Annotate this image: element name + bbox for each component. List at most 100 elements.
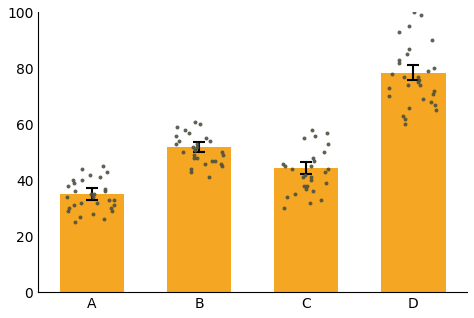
Point (324, 142, 332, 147)
Point (69, 178, 77, 183)
Point (430, 88, 438, 93)
Point (395, 58, 403, 63)
Point (428, 38, 436, 43)
Point (323, 130, 331, 135)
Bar (274, 168, 338, 292)
Point (283, 195, 291, 200)
Point (202, 136, 210, 141)
Point (71, 220, 79, 225)
Point (282, 164, 289, 169)
Point (301, 172, 309, 177)
Point (303, 183, 310, 189)
Point (430, 66, 438, 71)
Point (109, 209, 116, 214)
Point (301, 183, 308, 189)
Point (64, 195, 71, 200)
Point (395, 30, 403, 35)
Point (65, 206, 73, 211)
Point (311, 133, 319, 138)
Point (427, 100, 435, 105)
Point (310, 158, 318, 163)
Point (400, 114, 407, 119)
Point (410, 10, 418, 15)
Point (417, 13, 425, 18)
Point (288, 167, 296, 172)
Point (189, 144, 197, 149)
Point (191, 119, 199, 124)
Point (182, 128, 189, 133)
Point (101, 189, 109, 194)
Point (385, 94, 393, 99)
Point (110, 203, 118, 208)
Point (280, 161, 287, 166)
Point (414, 80, 422, 85)
Point (79, 178, 86, 183)
Point (308, 178, 315, 183)
Point (307, 164, 315, 169)
Point (401, 116, 409, 121)
Point (218, 150, 226, 155)
Point (309, 156, 317, 161)
Point (310, 189, 317, 194)
Point (185, 130, 193, 135)
Point (191, 153, 198, 158)
Bar (167, 147, 231, 292)
Point (78, 167, 85, 172)
Point (109, 197, 117, 203)
Point (415, 74, 422, 79)
Point (419, 97, 427, 102)
Point (70, 203, 78, 208)
Point (76, 214, 84, 219)
Point (64, 183, 72, 189)
Point (405, 46, 412, 51)
Point (211, 158, 219, 163)
Point (108, 206, 115, 211)
Point (89, 195, 97, 200)
Point (406, 24, 413, 29)
Point (96, 175, 104, 180)
Point (308, 175, 315, 180)
Point (404, 83, 411, 88)
Bar (60, 194, 124, 292)
Point (103, 169, 111, 175)
Point (101, 186, 109, 191)
Point (429, 91, 437, 96)
Point (193, 156, 201, 161)
Point (100, 164, 107, 169)
Point (317, 197, 325, 203)
Point (196, 122, 204, 127)
Point (193, 142, 201, 147)
Point (300, 136, 307, 141)
Point (431, 102, 439, 107)
Point (100, 217, 107, 222)
Point (280, 206, 288, 211)
Point (173, 125, 181, 130)
Point (405, 105, 413, 110)
Point (306, 200, 314, 205)
Point (87, 172, 94, 177)
Point (72, 189, 79, 194)
Point (187, 167, 195, 172)
Point (321, 169, 329, 175)
Point (424, 69, 432, 74)
Point (219, 164, 226, 169)
Point (172, 133, 180, 138)
Bar (381, 73, 446, 292)
Point (308, 128, 316, 133)
Point (93, 200, 101, 205)
Point (292, 192, 299, 197)
Point (401, 74, 408, 79)
Point (417, 83, 424, 88)
Point (415, 77, 423, 82)
Point (187, 169, 194, 175)
Point (70, 181, 78, 186)
Point (175, 139, 182, 144)
Point (180, 150, 187, 155)
Point (302, 186, 310, 191)
Point (219, 153, 227, 158)
Point (105, 197, 113, 203)
Point (64, 209, 72, 214)
Point (87, 192, 95, 197)
Point (208, 158, 216, 163)
Point (191, 147, 199, 152)
